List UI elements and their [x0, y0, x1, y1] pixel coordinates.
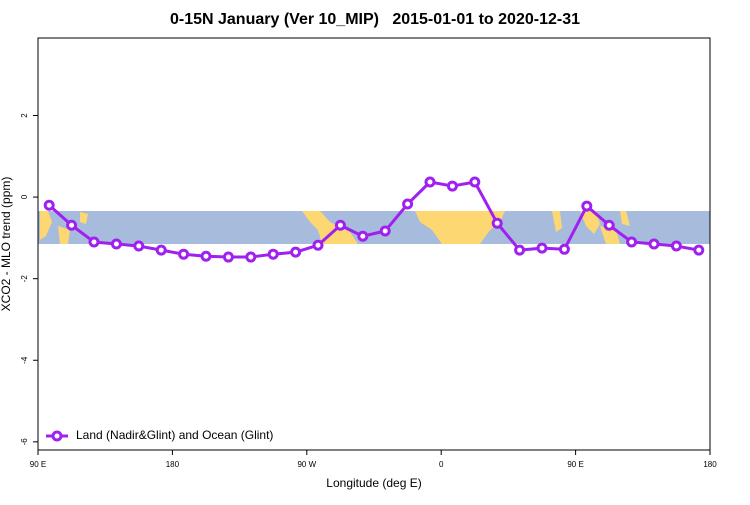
point [446, 180, 458, 192]
point [66, 219, 78, 231]
y-tick-label: -6 [20, 438, 29, 446]
y-axis-label: XCO2 - MLO trend (ppm) [0, 177, 13, 312]
point [267, 248, 279, 260]
y-tick-label: 2 [20, 113, 29, 118]
point [133, 240, 145, 252]
point [693, 244, 705, 256]
x-tick-label: 90 E [30, 460, 46, 469]
legend-marker [51, 430, 63, 442]
point [491, 217, 503, 229]
x-tick-label: 180 [166, 460, 180, 469]
point [558, 243, 570, 255]
y-tick-label: 0 [20, 194, 29, 199]
y-tick-label: -4 [20, 356, 29, 364]
point [110, 238, 122, 250]
plot-frame [37, 37, 711, 451]
point [536, 242, 548, 254]
point [648, 238, 660, 250]
point [581, 200, 593, 212]
point [424, 176, 436, 188]
point [402, 198, 414, 210]
point [670, 240, 682, 252]
point [178, 248, 190, 260]
point [222, 251, 234, 263]
point [88, 236, 100, 248]
point [626, 236, 638, 248]
point [43, 199, 55, 211]
point [603, 219, 615, 231]
point [245, 251, 257, 263]
x-axis-label: Longitude (deg E) [326, 476, 421, 490]
point [312, 239, 324, 251]
point [379, 225, 391, 237]
point [334, 219, 346, 231]
point [290, 246, 302, 258]
point [200, 250, 212, 262]
x-tick-label: 90 E [567, 460, 583, 469]
x-tick-label: 90 W [297, 460, 316, 469]
point [514, 244, 526, 256]
y-tick-label: -2 [20, 275, 29, 283]
point [469, 176, 481, 188]
x-tick-label: 180 [703, 460, 717, 469]
point [357, 230, 369, 242]
point [155, 244, 167, 256]
chart-title: 0-15N January (Ver 10_MIP) 2015-01-01 to… [170, 11, 580, 28]
x-tick-label: 0 [439, 460, 444, 469]
legend-label: Land (Nadir&Glint) and Ocean (Glint) [76, 428, 273, 442]
